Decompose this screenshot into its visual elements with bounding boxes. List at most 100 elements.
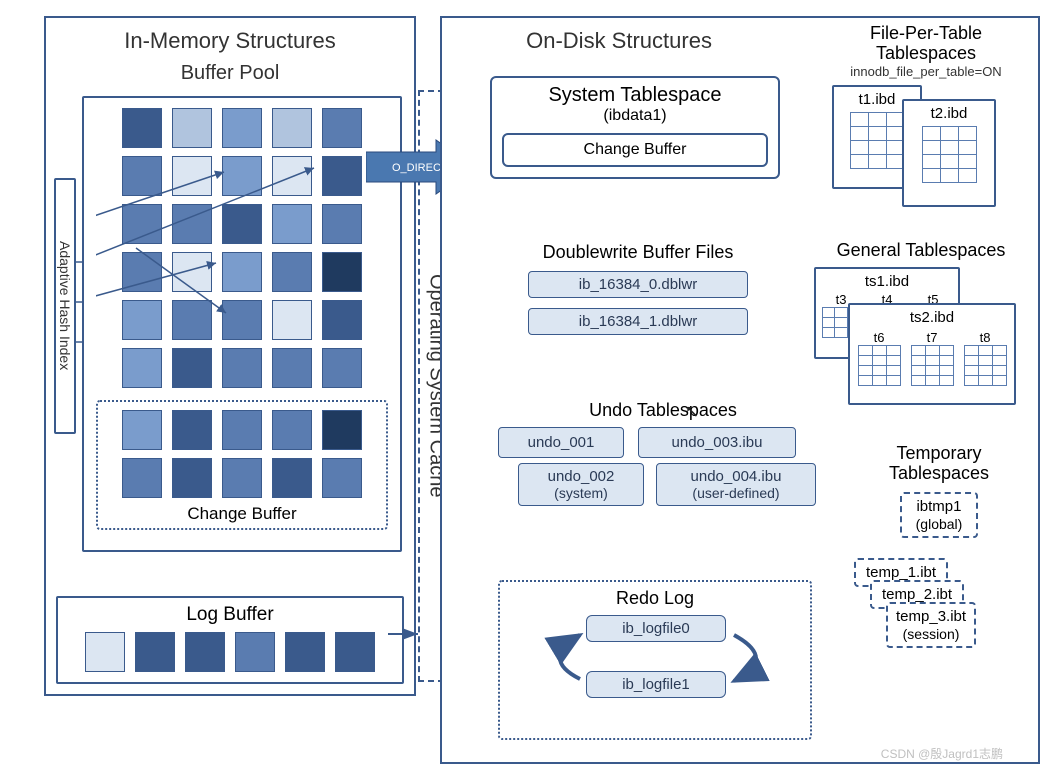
buffer-cell (322, 156, 362, 196)
buffer-cell (272, 410, 312, 450)
buffer-cell (285, 632, 325, 672)
buffer-pool-area: Buffer Pool Adaptive Hash Index (56, 62, 404, 582)
undo-1: undo_001 (498, 427, 624, 458)
buffer-cell (322, 348, 362, 388)
fpt-file-2-label: t2.ibd (908, 105, 990, 122)
buffer-cell (172, 156, 212, 196)
fpt-title1: File-Per-Table (824, 24, 1028, 44)
buffer-cell (122, 348, 162, 388)
system-ts-sub: (ibdata1) (502, 107, 768, 125)
buffer-cell (172, 108, 212, 148)
buffer-pool-grid (96, 108, 388, 388)
buffer-cell (172, 252, 212, 292)
temp-s3: temp_3.ibt (session) (886, 602, 976, 647)
hash-connector (74, 252, 86, 352)
fpt-title2: Tablespaces (824, 44, 1028, 64)
adaptive-hash-index-label: Adaptive Hash Index (55, 235, 75, 376)
buffer-cell (222, 252, 262, 292)
buffer-cell (322, 204, 362, 244)
buffer-cell (322, 300, 362, 340)
undo-4: undo_004.ibu (user-defined) (656, 463, 816, 506)
diagram-root: In-Memory Structures Buffer Pool Adaptiv… (16, 16, 1037, 766)
adaptive-hash-index-box: Adaptive Hash Index (54, 178, 76, 434)
buffer-cell (222, 156, 262, 196)
redo-title: Redo Log (506, 588, 804, 609)
general-ts-title: General Tablespaces (814, 240, 1028, 261)
undo-3: undo_003.ibu (638, 427, 796, 458)
buffer-cell (122, 156, 162, 196)
system-tablespace-box: System Tablespace (ibdata1) Change Buffe… (490, 76, 780, 179)
in-memory-title: In-Memory Structures (56, 28, 404, 54)
fpt-file-2: t2.ibd (902, 99, 996, 207)
buffer-cell (322, 410, 362, 450)
undo-2: undo_002 (system) (518, 463, 644, 506)
buffer-pool-title: Buffer Pool (56, 62, 404, 85)
buffer-cell (222, 410, 262, 450)
doublewrite-area: Doublewrite Buffer Files ib_16384_0.dblw… (498, 242, 778, 335)
buffer-cell (122, 458, 162, 498)
buffer-cell (322, 252, 362, 292)
log-buffer-grid (70, 632, 390, 672)
buffer-cell (222, 204, 262, 244)
buffer-cell (172, 348, 212, 388)
fpt-table-icon-2 (922, 126, 977, 183)
buffer-cell (272, 252, 312, 292)
buffer-cell (272, 108, 312, 148)
change-buffer-title: Change Buffer (108, 504, 376, 524)
log-to-cache-arrow (388, 622, 428, 646)
buffer-pool-box: Change Buffer (82, 96, 402, 552)
temp-title1: Temporary (854, 444, 1024, 464)
buffer-cell (122, 300, 162, 340)
log-buffer-title: Log Buffer (70, 604, 390, 626)
buffer-cell (272, 458, 312, 498)
dw-file-2: ib_16384_1.dblwr (528, 308, 748, 335)
ts1-label: ts1.ibd (822, 273, 952, 290)
redo-cycle-arrows (506, 609, 804, 727)
watermark-text: CSDN @殷Jagrd1志鹏 (881, 745, 1003, 762)
buffer-cell (85, 632, 125, 672)
log-buffer-box: Log Buffer (56, 596, 404, 684)
buffer-cell (272, 348, 312, 388)
change-buffer-box: Change Buffer (96, 400, 388, 530)
file-per-table-area: File-Per-Table Tablespaces innodb_file_p… (824, 24, 1028, 203)
fpt-table-icon-1 (850, 112, 905, 169)
buffer-cell (122, 410, 162, 450)
buffer-cell (172, 300, 212, 340)
buffer-cell (172, 204, 212, 244)
ts2-box: ts2.ibd t6 t7 t8 (848, 303, 1016, 405)
buffer-cell (272, 300, 312, 340)
on-disk-structures-panel: On-Disk Structures File-Per-Table Tables… (440, 16, 1040, 764)
system-ts-inner: Change Buffer (502, 133, 768, 167)
temp-area: Temporary Tablespaces ibtmp1 (global) te… (854, 444, 1024, 668)
change-buffer-grid (108, 410, 376, 498)
buffer-cell (272, 204, 312, 244)
ts2-t6: t6 (858, 330, 901, 386)
on-disk-title: On-Disk Structures (452, 28, 786, 54)
buffer-cell (335, 632, 375, 672)
dw-title: Doublewrite Buffer Files (498, 242, 778, 263)
undo-title: Undo Tablespaces (498, 400, 828, 421)
buffer-cell (322, 108, 362, 148)
buffer-cell (222, 458, 262, 498)
buffer-cell (122, 252, 162, 292)
buffer-cell (122, 204, 162, 244)
dw-file-1: ib_16384_0.dblwr (528, 271, 748, 298)
redo-log-box: Redo Log ib_logfile0 ib_logfile1 (498, 580, 812, 740)
buffer-cell (122, 108, 162, 148)
hash-index-arrows (96, 108, 388, 388)
buffer-cell (222, 348, 262, 388)
buffer-cell (135, 632, 175, 672)
general-ts-area: General Tablespaces ts1.ibd t3 t4 t5 ts2… (814, 240, 1028, 427)
temp-global: ibtmp1 (global) (900, 492, 979, 539)
buffer-cell (185, 632, 225, 672)
buffer-cell (235, 632, 275, 672)
in-memory-structures-panel: In-Memory Structures Buffer Pool Adaptiv… (44, 16, 416, 696)
buffer-cell (322, 458, 362, 498)
buffer-cell (222, 300, 262, 340)
fpt-note: innodb_file_per_table=ON (824, 64, 1028, 79)
temp-title2: Tablespaces (854, 464, 1024, 484)
ts2-t8: t8 (964, 330, 1007, 386)
buffer-cell (172, 410, 212, 450)
ts2-t7: t7 (911, 330, 954, 386)
buffer-cell (172, 458, 212, 498)
